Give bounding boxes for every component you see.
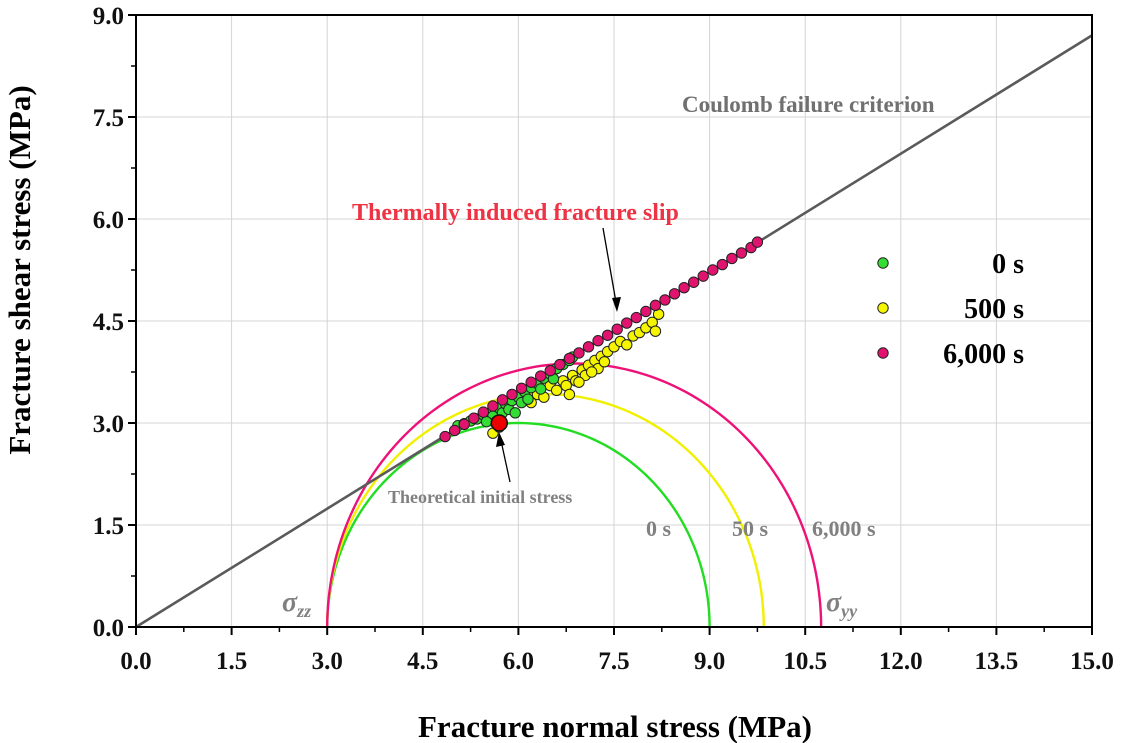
initial-stress-arrow bbox=[496, 432, 511, 483]
point-6000s bbox=[726, 252, 738, 265]
sigma-yy-label: σyy bbox=[826, 587, 858, 621]
y-axis-title: Fracture shear stress (MPa) bbox=[2, 85, 37, 454]
point-6000s bbox=[477, 406, 490, 418]
point-6000s bbox=[751, 236, 764, 248]
point-6000s bbox=[668, 288, 681, 300]
point-500s bbox=[649, 325, 662, 337]
initial-stress-point bbox=[490, 414, 509, 432]
point-6000s bbox=[716, 258, 729, 271]
point-6000s bbox=[506, 388, 518, 401]
circle-label-0s: 0 s bbox=[646, 516, 672, 541]
y-tick-label: 0.0 bbox=[93, 615, 124, 642]
point-0s bbox=[509, 407, 521, 419]
point-6000s bbox=[640, 305, 652, 318]
point-500s bbox=[621, 339, 633, 351]
x-tick-label: 15.0 bbox=[1070, 648, 1114, 675]
y-tick-label: 3.0 bbox=[93, 411, 124, 438]
point-500s bbox=[598, 356, 611, 368]
sigma-zz-label: σzz bbox=[282, 587, 311, 621]
point-6000s bbox=[582, 341, 595, 353]
coulomb-label: Coulomb failure criterion bbox=[682, 92, 935, 117]
point-6000s bbox=[535, 370, 547, 382]
point-6000s bbox=[678, 281, 690, 294]
point-0s bbox=[535, 383, 547, 395]
legend-label-0s: 0 s bbox=[992, 249, 1024, 280]
point-6000s bbox=[468, 412, 480, 424]
x-tick-label: 0.0 bbox=[120, 648, 151, 675]
legend-label-6000s: 6,000 s bbox=[943, 339, 1024, 370]
legend-marker-500s bbox=[877, 302, 889, 314]
slip-arrow bbox=[602, 227, 621, 312]
point-6000s bbox=[544, 364, 556, 377]
point-6000s bbox=[515, 382, 528, 395]
point-6000s bbox=[563, 352, 576, 365]
grid bbox=[136, 15, 1092, 627]
y-tick-label: 7.5 bbox=[93, 105, 124, 132]
mohr-circle-50ss bbox=[326, 392, 765, 628]
y-tick-label: 1.5 bbox=[93, 513, 124, 540]
x-tick-label: 4.5 bbox=[407, 648, 438, 675]
x-tick-label: 6.0 bbox=[503, 648, 534, 675]
point-0s bbox=[522, 393, 534, 405]
point-500s bbox=[573, 376, 585, 388]
point-6000s bbox=[592, 335, 604, 347]
x-tick-label: 3.0 bbox=[312, 648, 343, 675]
tick-labels: 0.0 1.5 3.0 4.5 6.0 7.5 9.0 10.5 12.0 13.5 15.0 0.0… bbox=[93, 3, 1114, 675]
legend-marker-0s bbox=[877, 257, 889, 269]
point-6000s bbox=[439, 430, 451, 443]
legend-marker-6000s bbox=[877, 347, 889, 359]
point-6000s bbox=[687, 276, 700, 288]
initial-stress-label: Theoretical initial stress bbox=[388, 487, 572, 507]
point-6000s bbox=[649, 299, 662, 312]
point-6000s bbox=[554, 358, 566, 371]
point-6000s bbox=[573, 347, 585, 359]
point-6000s bbox=[458, 418, 470, 431]
point-6000s bbox=[659, 294, 671, 306]
point-6000s bbox=[611, 323, 623, 335]
point-6000s bbox=[630, 311, 643, 324]
slip-label: Thermally induced fracture slip bbox=[352, 200, 679, 226]
y-tick-label: 9.0 bbox=[93, 3, 124, 30]
point-500s bbox=[550, 384, 563, 397]
x-tick-label: 10.5 bbox=[783, 648, 827, 675]
axes bbox=[128, 14, 1093, 635]
circle-label-6000s: 6,000 s bbox=[812, 516, 876, 541]
point-6000s bbox=[487, 400, 499, 412]
point-6000s bbox=[697, 270, 709, 282]
point-6000s bbox=[601, 329, 614, 341]
point-500s bbox=[563, 388, 576, 401]
scatter-points bbox=[439, 236, 764, 443]
x-tick-label: 12.0 bbox=[879, 648, 923, 675]
point-6000s bbox=[496, 394, 509, 406]
x-tick-label: 9.0 bbox=[694, 648, 725, 675]
point-6000s bbox=[735, 247, 748, 259]
point-6000s bbox=[707, 264, 719, 276]
circle-label-50s: 50 s bbox=[732, 516, 769, 541]
legend: 0 s 500 s 6,000 s bbox=[877, 249, 1024, 370]
point-6000s bbox=[525, 376, 537, 388]
mohr-circle-0ss bbox=[326, 421, 711, 628]
x-tick-label: 13.5 bbox=[975, 648, 1019, 675]
point-500s bbox=[585, 366, 598, 378]
y-tick-label: 4.5 bbox=[93, 309, 124, 336]
x-axis-title: Fracture normal stress (MPa) bbox=[418, 709, 812, 743]
point-0s bbox=[480, 415, 493, 428]
legend-label-500s: 500 s bbox=[964, 294, 1024, 325]
y-tick-label: 6.0 bbox=[93, 207, 124, 234]
x-tick-label: 7.5 bbox=[598, 648, 629, 675]
point-6000s bbox=[621, 317, 633, 329]
x-tick-label: 1.5 bbox=[216, 648, 247, 675]
point-6000s bbox=[448, 424, 461, 437]
